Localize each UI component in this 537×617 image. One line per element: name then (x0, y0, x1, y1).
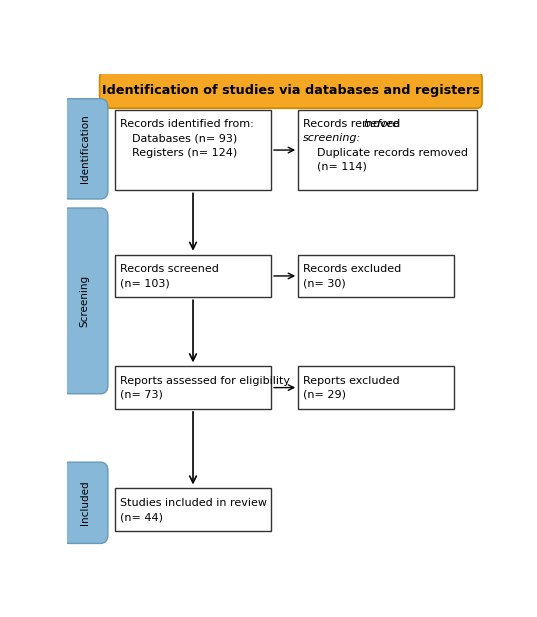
Text: Screening: Screening (80, 275, 90, 327)
FancyBboxPatch shape (62, 208, 108, 394)
Text: Records excluded: Records excluded (303, 264, 401, 274)
Text: Reports assessed for eligibility: Reports assessed for eligibility (120, 376, 290, 386)
Text: Registers (n= 124): Registers (n= 124) (133, 147, 238, 158)
Bar (298, 366, 454, 409)
Text: (n= 44): (n= 44) (120, 512, 163, 522)
Text: Reports excluded: Reports excluded (303, 376, 400, 386)
Bar (298, 255, 454, 297)
Text: Studies included in review: Studies included in review (120, 498, 267, 508)
Text: (n= 73): (n= 73) (120, 390, 163, 400)
FancyBboxPatch shape (99, 72, 482, 108)
Text: Included: Included (80, 481, 90, 525)
Bar (115, 255, 271, 297)
Text: Records identified from:: Records identified from: (120, 119, 253, 129)
Text: Duplicate records removed: Duplicate records removed (303, 147, 468, 158)
Text: Identification: Identification (80, 115, 90, 183)
Bar (115, 110, 271, 191)
Text: (n= 114): (n= 114) (303, 162, 367, 172)
FancyBboxPatch shape (62, 462, 108, 544)
Text: (n= 30): (n= 30) (303, 278, 346, 288)
Text: Identification of studies via databases and registers: Identification of studies via databases … (102, 84, 480, 97)
Bar (298, 110, 477, 191)
Text: (n= 103): (n= 103) (120, 278, 170, 288)
Text: (n= 29): (n= 29) (303, 390, 346, 400)
Bar (115, 488, 271, 531)
FancyBboxPatch shape (62, 99, 108, 199)
Text: Databases (n= 93): Databases (n= 93) (133, 133, 238, 143)
Text: screening:: screening: (303, 133, 361, 143)
Text: Records screened: Records screened (120, 264, 219, 274)
Text: Records removed: Records removed (303, 119, 404, 129)
Text: before: before (364, 119, 400, 129)
Bar (115, 366, 271, 409)
